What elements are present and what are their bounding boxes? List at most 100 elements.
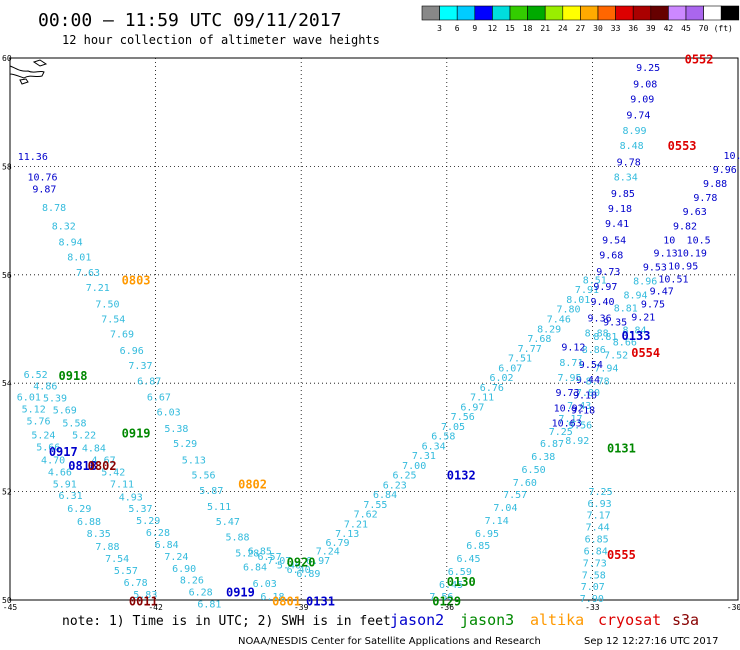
scale-swatch — [632, 5, 652, 21]
wave-height-value: 9.12 — [561, 343, 585, 354]
wave-height-value: 6.84 — [373, 490, 397, 501]
wave-height-value: 7.51 — [508, 354, 532, 365]
wave-height-value: 5.12 — [22, 404, 46, 415]
wave-height-value: 6.87 — [137, 376, 161, 387]
wave-height-value: 9.09 — [630, 94, 654, 105]
scale-label: 24 — [558, 24, 568, 33]
wave-height-value: 7.11 — [110, 479, 134, 490]
axis-tick-labels: -45 -42 -39 -36 -33 -30 50 52 54 56 58 60 — [2, 54, 740, 612]
wave-height-value: 7.25 — [589, 487, 613, 498]
wave-height-value: 5.37 — [128, 504, 152, 515]
scale-swatch — [456, 5, 476, 21]
wave-height-value: 8.34 — [614, 172, 638, 183]
scale-swatch — [703, 5, 722, 21]
wave-height-value: 7.21 — [86, 283, 110, 294]
wave-height-value: 7.13 — [335, 529, 359, 540]
wave-height-value: 6.28 — [146, 528, 170, 539]
wave-height-value: 10.92 — [554, 403, 584, 414]
scale-label: 30 — [593, 24, 603, 33]
wave-height-value: 9.44 — [576, 375, 600, 386]
wave-height-value: 6.85 — [466, 541, 490, 552]
y-tick-label: 60 — [2, 54, 12, 63]
plot-border — [9, 57, 739, 601]
wave-height-value: 9.63 — [683, 207, 707, 218]
x-tick-label: -33 — [585, 603, 600, 612]
pass-label: 0919 — [122, 426, 151, 440]
wave-height-value: 6.88 — [77, 517, 101, 528]
wave-height-value: 7.07 — [581, 582, 605, 593]
wave-height-value: 10.51 — [658, 274, 688, 285]
wave-height-value: 5.83 — [133, 590, 157, 601]
pass-label: 0818 — [68, 459, 97, 473]
pass-label: 0553 — [668, 139, 697, 153]
wave-height-value: 7.69 — [110, 330, 134, 341]
wave-height-value: 7.90 — [580, 594, 604, 605]
wave-height-value: 5.88 — [225, 532, 249, 543]
wave-height-value: 7.04 — [493, 503, 517, 514]
wave-height-value: 6.03 — [253, 579, 277, 590]
pass-label: 0554 — [631, 346, 660, 360]
scale-label: 6 — [455, 24, 460, 33]
wave-height-value: 9.85 — [611, 189, 635, 200]
wave-height-value: 6.95 — [475, 529, 499, 540]
wave-height-value: 7.57 — [503, 490, 527, 501]
wave-height-value: 7.94 — [594, 363, 618, 374]
pass-label: 0918 — [59, 369, 88, 383]
wave-height-value: 9.54 — [602, 235, 626, 246]
wave-height-value: 10.1 — [723, 151, 740, 162]
wave-height-value: 10 — [663, 235, 675, 246]
wave-height-value: 9.13 — [654, 248, 678, 259]
wave-height-value: 8.86 — [582, 345, 606, 356]
wave-height-value: 5.87 — [199, 486, 223, 497]
wave-height-value: 7.31 — [412, 451, 436, 462]
wave-height-value: 9.87 — [32, 184, 56, 195]
x-tick-label: -42 — [148, 603, 163, 612]
scale-swatch — [597, 5, 616, 21]
wave-height-value: 7.56 — [451, 412, 475, 423]
wave-height-value: 6.96 — [120, 346, 144, 357]
wave-height-value: 9.40 — [590, 297, 614, 308]
x-tick-label: -39 — [294, 603, 309, 612]
scale-label: 21 — [540, 24, 550, 33]
scale-unit: (ft) — [714, 24, 733, 33]
wave-height-value: 6.79 — [325, 538, 349, 549]
wave-height-value: 9.18 — [571, 406, 595, 417]
x-tick-label: -30 — [727, 603, 740, 612]
wave-height-value: 7.58 — [582, 570, 606, 581]
pass-label: 0132 — [447, 469, 476, 483]
scale-swatch — [562, 5, 581, 21]
wave-height-value: 10.95 — [668, 261, 698, 272]
wave-height-value: 7.07 — [267, 556, 291, 567]
wave-height-value: 8.26 — [180, 576, 204, 587]
scale-label: 12 — [488, 24, 498, 33]
wave-height-value: 6.90 — [172, 564, 196, 575]
wave-height-value: 6.78 — [124, 578, 148, 589]
wave-height-value: 9.21 — [631, 312, 655, 323]
wave-height-value: 7.80 — [556, 305, 580, 316]
wave-height-value: 8.81 — [614, 304, 638, 315]
scale-label: 42 — [664, 24, 674, 33]
wave-height-value: 4.70 — [41, 455, 65, 466]
wave-height-value: 6.87 — [540, 439, 564, 450]
wave-height-value: 5.39 — [43, 394, 67, 405]
wave-height-value: 8.81 — [593, 332, 617, 343]
satellite-legend-cryosat: cryosat — [598, 611, 661, 629]
wave-height-value: 6.89 — [296, 569, 320, 580]
wave-height-value: 5.66 — [36, 442, 60, 453]
wave-height-value: 9.18 — [608, 204, 632, 215]
wave-height-value: 5.76 — [27, 416, 51, 427]
y-tick-label: 50 — [2, 596, 12, 605]
wave-height-value: 6.84 — [155, 540, 179, 551]
scale-swatch — [421, 5, 440, 21]
wave-height-value: 6.81 — [197, 600, 221, 611]
wave-height-value: 8.96 — [633, 277, 657, 288]
wave-height-value: 6.25 — [392, 471, 416, 482]
wave-height-value: 7.55 — [363, 500, 387, 511]
wave-height-value: 7.77 — [518, 344, 542, 355]
wave-height-value: 5.58 — [62, 419, 86, 430]
x-tick-label: -36 — [440, 603, 455, 612]
wave-height-value: 8.78 — [586, 376, 610, 387]
chart-title: 00:00 — 11:59 UTC 09/11/2017 — [38, 10, 341, 31]
scale-swatch — [544, 5, 564, 21]
wave-height-value: 9.25 — [636, 63, 660, 74]
